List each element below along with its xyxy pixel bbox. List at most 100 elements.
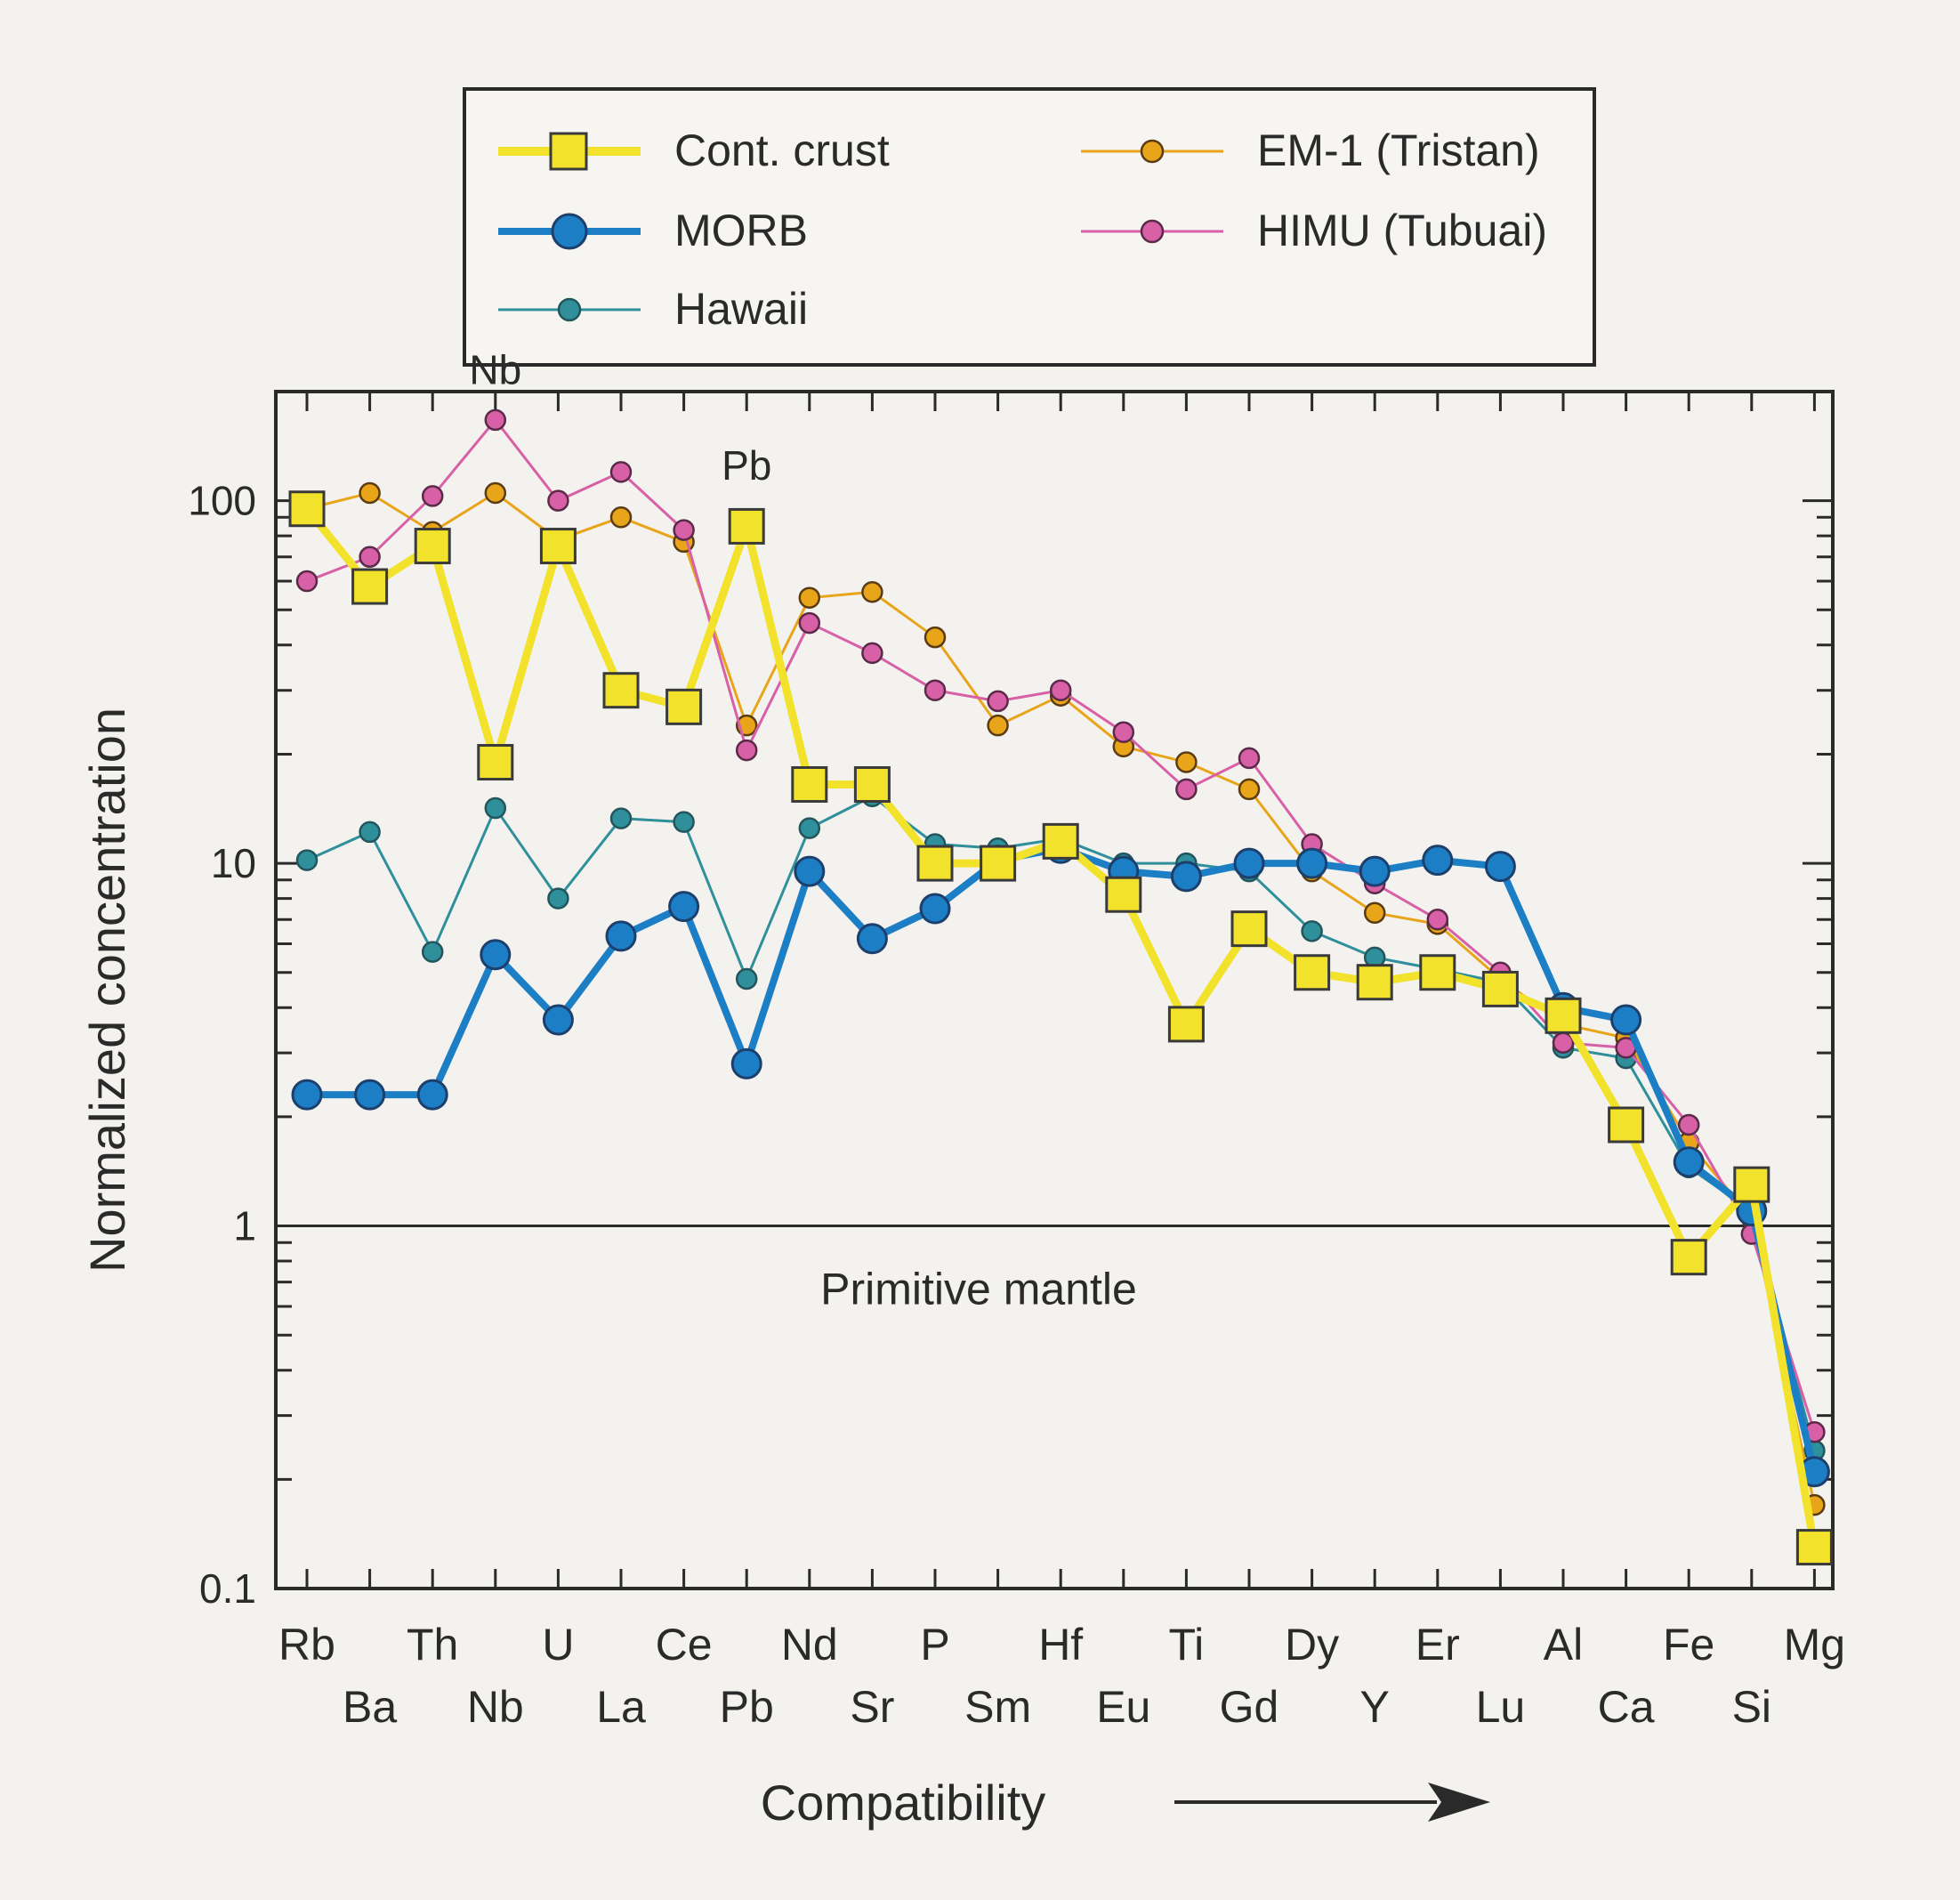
data-point [359, 546, 381, 569]
x-tick-label: Ti [1169, 1620, 1205, 1670]
data-point [1049, 679, 1072, 701]
data-point [1356, 964, 1393, 1001]
legend-entry-himu: HIMU (Tubuai) [1081, 206, 1547, 255]
x-tick-label: P [920, 1620, 949, 1670]
x-tick-label: Eu [1096, 1682, 1150, 1732]
x-tick-label: Al [1544, 1620, 1583, 1670]
series-line [303, 505, 1819, 1548]
data-point [539, 528, 577, 565]
legend-entry-hawaii: Hawaii [498, 284, 808, 334]
data-point [542, 1004, 574, 1036]
data-point [1795, 1529, 1833, 1566]
series-em-1-tristan [295, 481, 1826, 1516]
data-point [1230, 910, 1268, 948]
data-point [1167, 1006, 1205, 1043]
data-point [1673, 1146, 1705, 1178]
series-layer [288, 408, 1833, 1566]
legend-entry-morb: MORB [498, 206, 808, 255]
annotation-layer: Nb Pb [469, 346, 771, 489]
x-tick-label: Y [1360, 1682, 1390, 1732]
data-point [1359, 855, 1391, 887]
data-point [1238, 778, 1261, 801]
y-axis-title: Normalized concentration [79, 707, 135, 1273]
data-point [665, 688, 703, 725]
data-point [1175, 751, 1198, 773]
data-point [735, 967, 758, 990]
data-point [1238, 747, 1261, 770]
series-hawaii [295, 785, 1826, 1462]
data-point [1112, 721, 1135, 743]
series-line [307, 845, 1819, 1473]
data-point [730, 1047, 762, 1079]
x-tick-label: Ce [656, 1620, 713, 1670]
data-point [798, 586, 821, 609]
legend-label-hawaii: Hawaii [674, 284, 808, 334]
legend-label-cont-crust: Cont. crust [674, 125, 890, 175]
y-tick-label: 10 [211, 840, 256, 886]
data-point [484, 408, 507, 432]
data-point [1170, 861, 1202, 893]
legend-label-himu: HIMU (Tubuai) [1257, 206, 1547, 255]
data-point [668, 891, 700, 923]
legend-label-morb: MORB [674, 206, 808, 255]
data-point [605, 920, 637, 952]
x-tick-label: Ca [1598, 1682, 1655, 1732]
data-point [484, 796, 507, 820]
data-point [288, 490, 326, 528]
data-point [1042, 822, 1079, 860]
y-tick-label: 100 [188, 478, 256, 524]
data-point [980, 845, 1017, 882]
data-point [987, 690, 1009, 713]
x-tick-label: Dy [1285, 1620, 1339, 1670]
data-point [798, 611, 821, 635]
annotation-label: Nb [469, 346, 521, 392]
data-point [1610, 1004, 1642, 1036]
legend-entry-em1: EM-1 (Tristan) [1081, 125, 1540, 175]
x-tick-label: Th [407, 1620, 458, 1670]
data-point [861, 642, 883, 665]
data-point [1608, 1106, 1645, 1144]
legend-entry-cont-crust: Cont. crust [498, 125, 890, 175]
data-point [673, 811, 695, 833]
series-morb [291, 832, 1830, 1488]
x-tick-label: Fe [1663, 1620, 1714, 1670]
data-point [295, 570, 319, 593]
data-point [794, 855, 826, 887]
data-point [359, 821, 381, 844]
x-tick-label: Pb [720, 1682, 774, 1732]
data-point [295, 849, 319, 871]
data-point [609, 807, 633, 829]
annotation-label: Pb [722, 442, 771, 489]
data-point [359, 481, 381, 505]
data-point [1670, 1239, 1707, 1276]
x-tick-label: Mg [1784, 1620, 1845, 1670]
data-point [798, 817, 821, 839]
series-line [306, 795, 1816, 1451]
data-point [1677, 1113, 1700, 1136]
data-point [547, 887, 569, 910]
data-point [1419, 954, 1456, 991]
y-axis-ticks: 0.1 1 10 100 [188, 390, 1833, 1612]
data-point [728, 507, 765, 545]
x-tick-label: Rb [278, 1620, 335, 1670]
x-tick-label: Sm [964, 1682, 1031, 1732]
y-tick-label: 0.1 [199, 1565, 256, 1612]
data-point [602, 672, 640, 709]
y-tick-label: 1 [233, 1203, 256, 1249]
data-point [354, 1079, 386, 1111]
x-tick-label: Si [1732, 1682, 1771, 1732]
x-tick-label: Ba [343, 1682, 397, 1732]
data-point [1105, 876, 1142, 913]
x-tick-label: Sr [850, 1682, 894, 1732]
data-point [1545, 997, 1582, 1034]
x-axis-ticks: RbBaThNbULaCePbNdSrPSmHfEuTiGdDyYErLuAlC… [278, 392, 1845, 1732]
data-point [1481, 970, 1519, 1007]
primitive-mantle-label: Primitive mantle [820, 1265, 1137, 1314]
data-point [919, 893, 951, 925]
x-tick-label: La [596, 1682, 646, 1732]
data-point [480, 939, 512, 971]
data-point [987, 714, 1009, 737]
x-tick-label: Nd [781, 1620, 838, 1670]
legend: Cont. crust MORB Hawaii EM-1 (Tristan) H… [463, 87, 1596, 367]
